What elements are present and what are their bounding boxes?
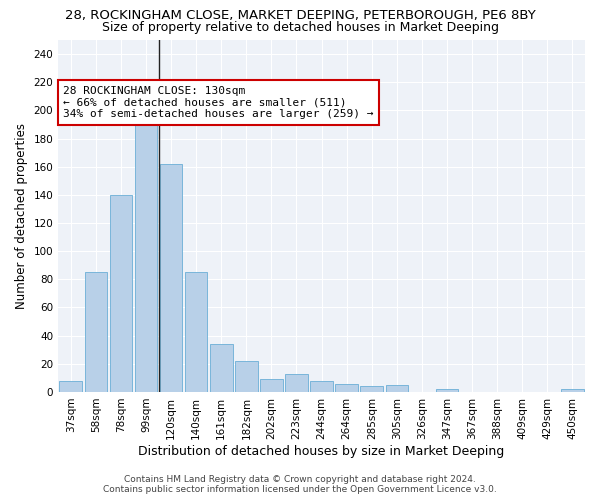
Bar	[160, 164, 182, 392]
Y-axis label: Number of detached properties: Number of detached properties	[15, 123, 28, 309]
Bar	[561, 389, 584, 392]
Bar	[134, 113, 157, 392]
Bar	[85, 272, 107, 392]
Bar	[285, 374, 308, 392]
Bar	[210, 344, 233, 392]
Bar	[436, 389, 458, 392]
Bar	[59, 380, 82, 392]
X-axis label: Distribution of detached houses by size in Market Deeping: Distribution of detached houses by size …	[139, 444, 505, 458]
Text: Size of property relative to detached houses in Market Deeping: Size of property relative to detached ho…	[101, 21, 499, 34]
Text: 28, ROCKINGHAM CLOSE, MARKET DEEPING, PETERBOROUGH, PE6 8BY: 28, ROCKINGHAM CLOSE, MARKET DEEPING, PE…	[65, 9, 535, 22]
Bar	[110, 195, 132, 392]
Bar	[386, 385, 408, 392]
Text: 28 ROCKINGHAM CLOSE: 130sqm
← 66% of detached houses are smaller (511)
34% of se: 28 ROCKINGHAM CLOSE: 130sqm ← 66% of det…	[64, 86, 374, 119]
Bar	[310, 380, 333, 392]
Text: Contains HM Land Registry data © Crown copyright and database right 2024.
Contai: Contains HM Land Registry data © Crown c…	[103, 474, 497, 494]
Bar	[335, 384, 358, 392]
Bar	[361, 386, 383, 392]
Bar	[185, 272, 208, 392]
Bar	[235, 361, 257, 392]
Bar	[260, 380, 283, 392]
